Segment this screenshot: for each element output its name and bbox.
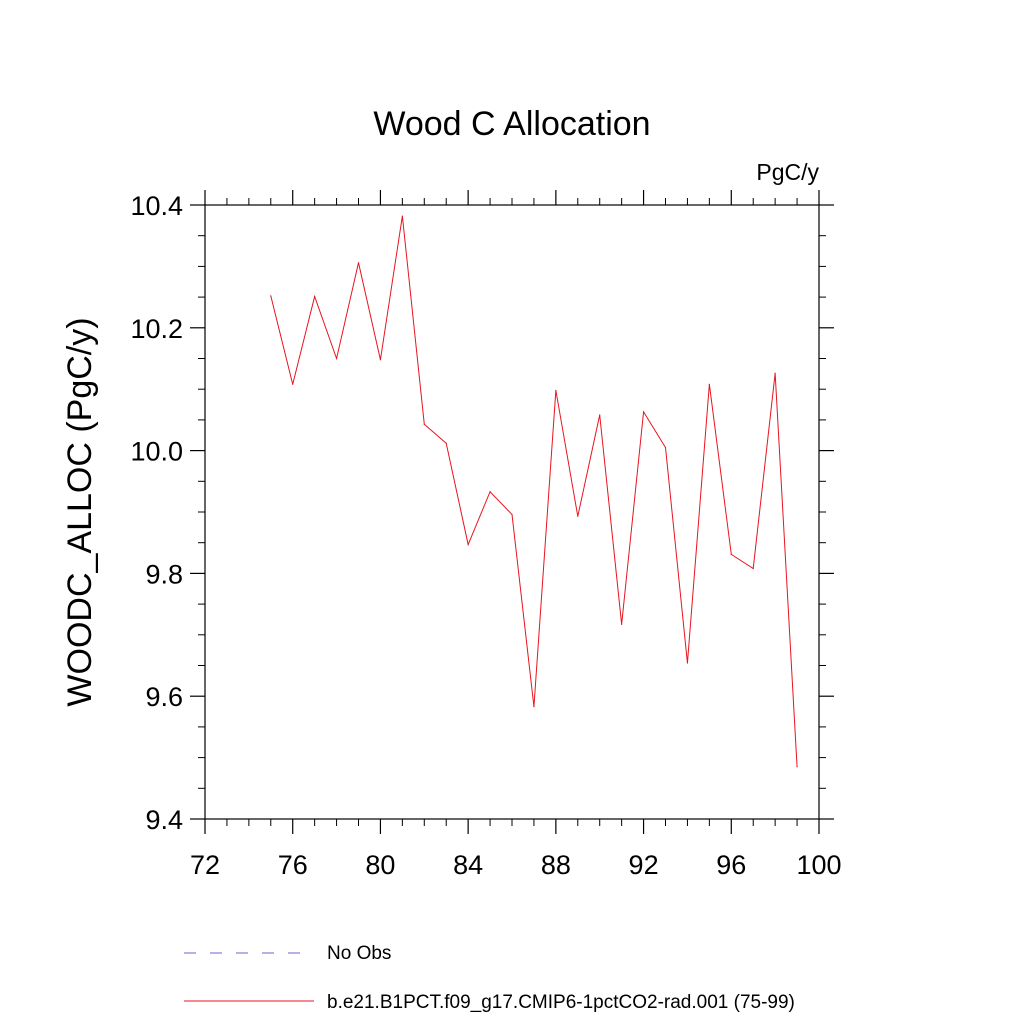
- series-1-point: [335, 357, 338, 360]
- series-1-point: [708, 383, 710, 385]
- series-1-point: [621, 623, 623, 625]
- series-1-point: [401, 215, 403, 217]
- series-1-point: [292, 383, 294, 385]
- x-tick-label: 80: [365, 850, 395, 880]
- y-tick-label: 9.6: [145, 682, 183, 712]
- x-tick-label: 92: [629, 850, 659, 880]
- y-tick-label: 10.2: [130, 314, 183, 344]
- legend-label-model-run: b.e21.B1PCT.f09_g17.CMIP6-1pctCO2-rad.00…: [327, 992, 795, 1013]
- series-1-point: [774, 372, 776, 374]
- y-tick-label: 10.4: [130, 191, 183, 221]
- y-tick-labels: 9.4 9.6 9.8 10.0 10.2 10.4: [130, 191, 183, 835]
- x-tick-label: 88: [541, 850, 571, 880]
- series-1-point: [642, 411, 645, 413]
- series-line-1: [270, 215, 798, 767]
- series-1-point: [445, 442, 447, 444]
- series-1-point: [752, 567, 754, 570]
- series-1-point: [730, 553, 732, 555]
- legend: No Obs b.e21.B1PCT.f09_g17.CMIP6-1pctCO2…: [184, 943, 795, 1013]
- x-tick-labels: 72 76 80 84 88 92 96 100: [190, 850, 842, 880]
- series-1-point: [379, 359, 382, 361]
- series-1-point: [555, 389, 557, 392]
- y-axis-label: WOODC_ALLOC (PgC/y): [61, 317, 99, 706]
- x-tick-label: 100: [796, 850, 841, 880]
- y-tick-label: 9.8: [145, 559, 183, 589]
- y-tick-label: 9.4: [145, 805, 183, 835]
- units-label: PgC/y: [756, 159, 819, 185]
- x-tick-label: 72: [190, 850, 220, 880]
- minor-ticks: [198, 198, 826, 826]
- plot-frame: [204, 204, 820, 820]
- series-1-point: [577, 515, 579, 517]
- series-1-point: [423, 423, 425, 425]
- x-tick-label: 84: [453, 850, 483, 880]
- series-1-point: [489, 491, 491, 493]
- series-1-point: [533, 706, 535, 708]
- series-1-point: [467, 543, 469, 546]
- series-layer: [270, 215, 798, 768]
- y-tick-label: 10.0: [130, 437, 183, 467]
- chart-title: Wood C Allocation: [373, 105, 650, 143]
- series-1-point: [357, 262, 360, 264]
- series-1-point: [599, 414, 601, 416]
- legend-label-no-obs: No Obs: [327, 943, 391, 964]
- x-tick-label: 96: [716, 850, 746, 880]
- series-1-point: [686, 662, 689, 664]
- series-1-point: [511, 513, 513, 516]
- major-ticks: [190, 190, 834, 834]
- series-1-point: [664, 446, 667, 449]
- x-tick-label: 76: [278, 850, 308, 880]
- series-1-point: [796, 766, 798, 768]
- series-1-point: [314, 295, 316, 298]
- series-1-point: [270, 295, 272, 297]
